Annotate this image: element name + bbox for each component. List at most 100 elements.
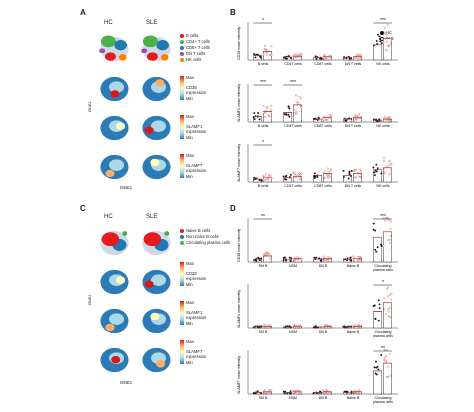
y-axis-label: SLAMF7 mean intensity [237,356,241,394]
data-point [326,174,329,177]
legend-label: NK cells [186,57,202,62]
legend-a-cd4: CD4+ T cells [180,39,210,44]
data-point [374,248,377,251]
cbar-max: Max [186,300,194,305]
data-point [359,168,361,171]
data-point [294,176,297,179]
data-point [380,245,383,247]
data-point [382,160,385,162]
data-point [380,42,383,45]
data-point [348,170,351,173]
tick-label: DN B [319,396,328,400]
legend-label: Naive B cells [186,228,211,233]
tick-label: DN T cells [345,184,362,188]
tick-label: plasma cells [373,400,393,404]
data-point [388,44,391,46]
legend-label: CD8+ T cells [186,45,210,50]
tick-label: NK cells [376,124,389,128]
data-point [264,115,267,118]
data-point [373,174,376,177]
data-point [388,173,391,176]
data-point [289,259,292,262]
col-head-sle-a: SLE [146,20,158,26]
tick-label: SM B [259,330,268,334]
tick-label: NSM [289,330,297,334]
tick-label: B cells [258,62,269,66]
data-point [282,257,285,260]
marker-name: SLAMF7 [186,163,203,168]
data-point [313,177,316,180]
data-point [378,307,381,310]
data-point [259,55,261,58]
tsne-plot [94,30,135,68]
data-point [262,111,265,114]
data-point [253,118,256,121]
panel-label-a: A [80,8,86,17]
data-point [357,113,360,116]
data-point [288,107,291,110]
data-point [348,172,351,175]
data-point [372,222,375,225]
data-point [374,360,377,363]
tick-label: plasma cells [373,334,393,338]
tick-label: Naive B [347,264,360,268]
data-point [354,176,357,179]
data-point [295,56,298,59]
data-point [372,228,375,231]
y-axis-label: CD38 mean intensity [237,228,241,262]
marker-sub: expression [186,276,207,281]
data-point [296,258,299,261]
data-point [352,57,355,60]
tsne-plot [136,148,177,186]
data-point [319,259,322,262]
data-point [254,56,257,59]
data-point [300,176,302,179]
colorbar-a-cd38 [180,76,184,100]
data-point [295,111,298,114]
data-point [357,389,360,392]
significance-label: *** [290,80,296,86]
data-point [383,308,386,311]
data-point [268,252,271,255]
data-point [379,40,382,43]
data-point [287,105,290,108]
data-point [342,176,345,179]
bar [383,362,392,395]
tick-label: NSM [289,396,297,400]
tick-label: Naive B [347,396,360,400]
data-point [263,45,266,47]
legend-dot [180,39,184,44]
data-point [313,175,316,178]
legend-c-naive: Naive B cells [180,228,210,233]
data-point [388,239,391,242]
legend-dot [180,228,184,233]
data-point [379,38,381,41]
data-point [293,171,296,174]
data-point [350,169,353,172]
data-point [389,235,392,238]
data-point [386,119,389,122]
data-point [323,176,326,179]
data-point [355,115,358,118]
tsne-plot [136,302,177,340]
legend-label: HC [386,30,393,35]
data-point [388,219,391,222]
data-point [285,57,288,60]
data-point [265,51,268,54]
data-point [288,256,291,259]
colorbar-c-cd38 [180,262,184,286]
data-point [270,45,273,48]
cbar-min: Min [186,321,193,326]
data-point [360,54,362,57]
data-point [298,56,301,59]
data-point [286,392,289,395]
data-point [388,242,391,245]
data-point [384,219,387,222]
data-point [315,256,318,259]
data-point [383,356,386,359]
colorbar-c-slamf1 [180,301,184,325]
data-point [385,40,388,43]
data-point [295,94,298,97]
tick-label: DN B [319,264,328,268]
data-point [385,49,388,52]
